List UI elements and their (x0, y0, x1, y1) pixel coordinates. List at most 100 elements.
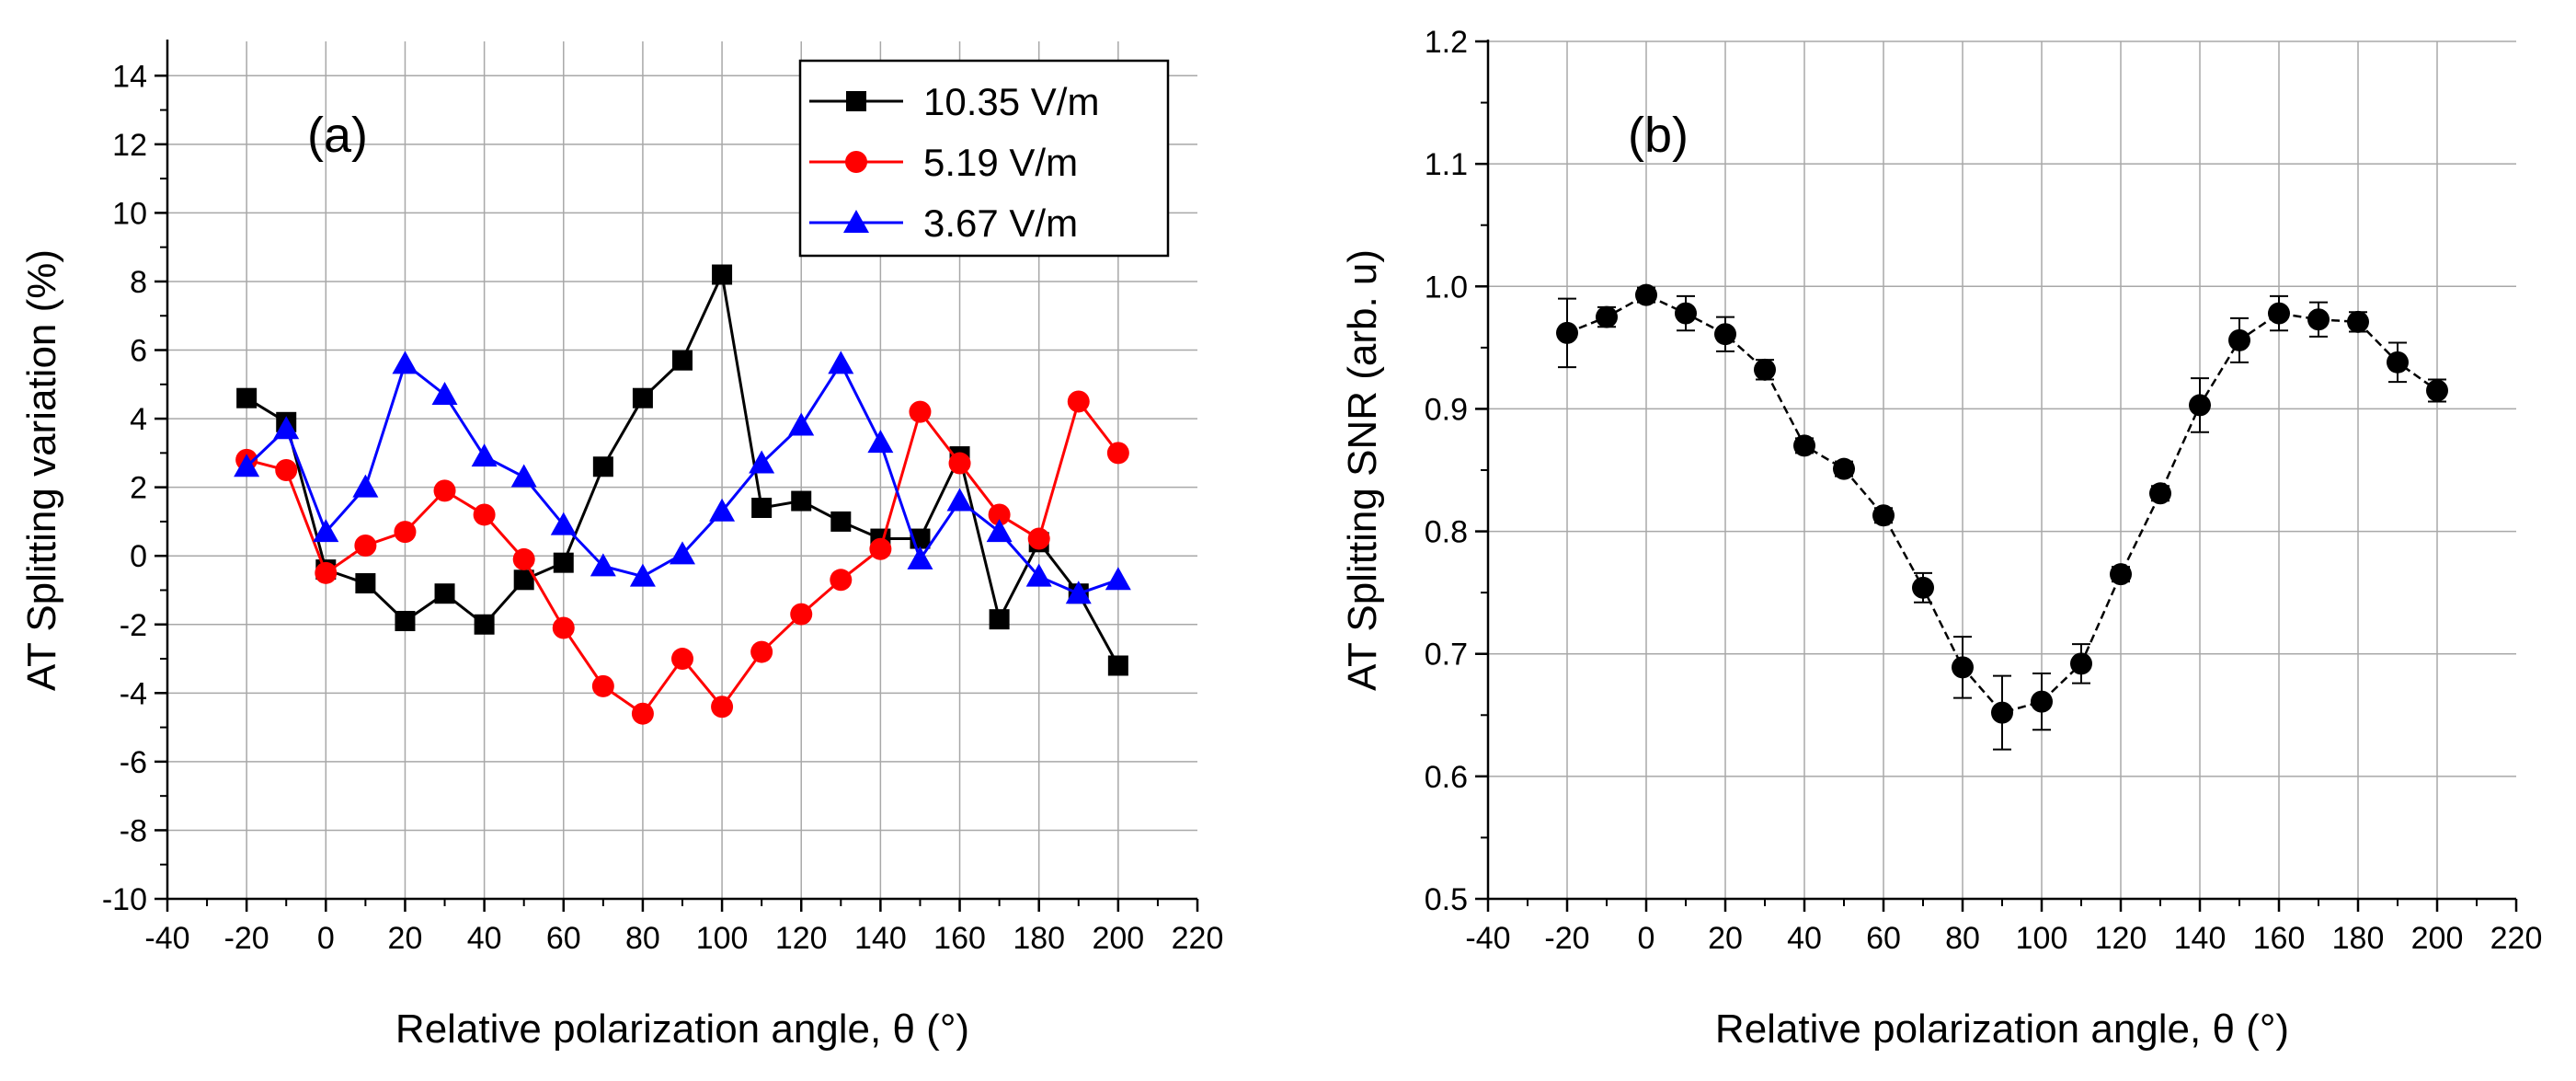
x-tick-label: 100 (696, 921, 749, 956)
data-point (1952, 656, 1974, 679)
x-tick-label: 140 (2174, 921, 2227, 956)
data-point (1025, 563, 1052, 587)
legend-entry-label: 5.19 V/m (923, 141, 1078, 184)
data-point (2189, 394, 2211, 417)
data-point (315, 561, 338, 584)
legend-entry-label: 3.67 V/m (923, 201, 1078, 245)
data-point (828, 351, 854, 374)
legend-marker (846, 91, 866, 111)
data-point (2347, 310, 2369, 333)
data-point (712, 264, 733, 285)
data-point (474, 614, 495, 635)
y-tick-label: 1.1 (1425, 147, 1468, 182)
x-tick-label: 20 (1708, 921, 1743, 956)
y-tick-label: 0.5 (1425, 882, 1468, 917)
y-tick-label: 10 (112, 196, 147, 231)
data-point (352, 474, 379, 498)
x-tick-label: 100 (2016, 921, 2068, 956)
x-tick-label: -20 (224, 921, 269, 956)
x-tick-label: 60 (546, 921, 581, 956)
x-tick-label: 0 (1638, 921, 1655, 956)
y-tick-label: 1.0 (1425, 270, 1468, 305)
data-point (590, 553, 616, 577)
legend-entry-label: 10.35 V/m (923, 80, 1099, 123)
data-point (550, 512, 577, 535)
data-point (867, 430, 894, 454)
data-point (1833, 457, 1855, 480)
data-point (355, 573, 376, 594)
x-tick-label: 40 (1787, 921, 1822, 956)
data-point (830, 569, 853, 592)
data-point (869, 537, 892, 560)
y-tick-label: 14 (112, 59, 147, 94)
data-point (2307, 308, 2330, 331)
data-point (711, 696, 734, 719)
x-tick-label: 0 (317, 921, 335, 956)
data-point (1067, 390, 1090, 413)
data-point (471, 443, 498, 467)
data-point (1635, 283, 1657, 306)
data-point (629, 563, 656, 587)
data-point (2149, 482, 2171, 505)
y-axis-title: AT Splitting variation (%) (19, 249, 64, 691)
data-point (592, 456, 613, 477)
x-tick-label: 140 (854, 921, 907, 956)
data-point (1793, 434, 1815, 457)
data-point (1065, 581, 1092, 604)
data-point (909, 400, 932, 423)
data-point (1872, 504, 1895, 527)
x-tick-label: 200 (1092, 921, 1144, 956)
data-point (234, 454, 260, 477)
x-tick-label: -40 (144, 921, 189, 956)
y-tick-label: -8 (120, 813, 147, 848)
legend-marker (843, 210, 869, 233)
y-tick-label: 0.8 (1425, 515, 1468, 550)
data-point (709, 498, 736, 522)
x-tick-label: 60 (1866, 921, 1901, 956)
series-line (246, 270, 1120, 667)
data-point (631, 702, 654, 725)
y-axis-title: AT Splitting SNR (arb. u) (1340, 249, 1385, 691)
data-point (948, 452, 971, 475)
data-point (2031, 690, 2053, 713)
data-point (671, 648, 693, 671)
data-point (986, 519, 1013, 543)
data-point (2070, 652, 2092, 675)
y-tick-label: -6 (120, 745, 147, 780)
data-point (313, 519, 339, 543)
x-tick-label: 200 (2411, 921, 2464, 956)
x-tick-label: 120 (2095, 921, 2147, 956)
data-point (2228, 328, 2250, 351)
y-tick-label: -10 (102, 882, 147, 917)
data-point (473, 503, 496, 526)
data-point (989, 609, 1010, 630)
data-point (394, 521, 417, 544)
data-point (749, 450, 775, 474)
y-tick-label: 4 (130, 402, 147, 437)
data-point (788, 412, 815, 436)
data-point (2268, 302, 2290, 325)
data-point (2387, 351, 2409, 374)
x-tick-label: 160 (933, 921, 986, 956)
y-tick-label: 8 (130, 265, 147, 300)
data-point (791, 490, 812, 512)
data-point (591, 674, 614, 697)
data-point (354, 535, 377, 558)
data-point (751, 498, 773, 519)
series-line (1566, 293, 2438, 715)
x-tick-label: 40 (467, 921, 502, 956)
data-point (1675, 302, 1697, 325)
y-tick-label: 0 (130, 539, 147, 574)
x-tick-label: 80 (625, 921, 660, 956)
x-tick-label: 220 (2490, 921, 2543, 956)
data-point (1991, 701, 2013, 724)
x-tick-label: 180 (2332, 921, 2385, 956)
data-point (1754, 358, 1776, 381)
data-point (434, 583, 455, 604)
x-tick-label: 180 (1013, 921, 1065, 956)
data-point (395, 611, 416, 632)
data-point (672, 350, 693, 371)
data-point (553, 552, 574, 573)
data-point (830, 511, 852, 532)
panel-label: (a) (307, 108, 368, 163)
